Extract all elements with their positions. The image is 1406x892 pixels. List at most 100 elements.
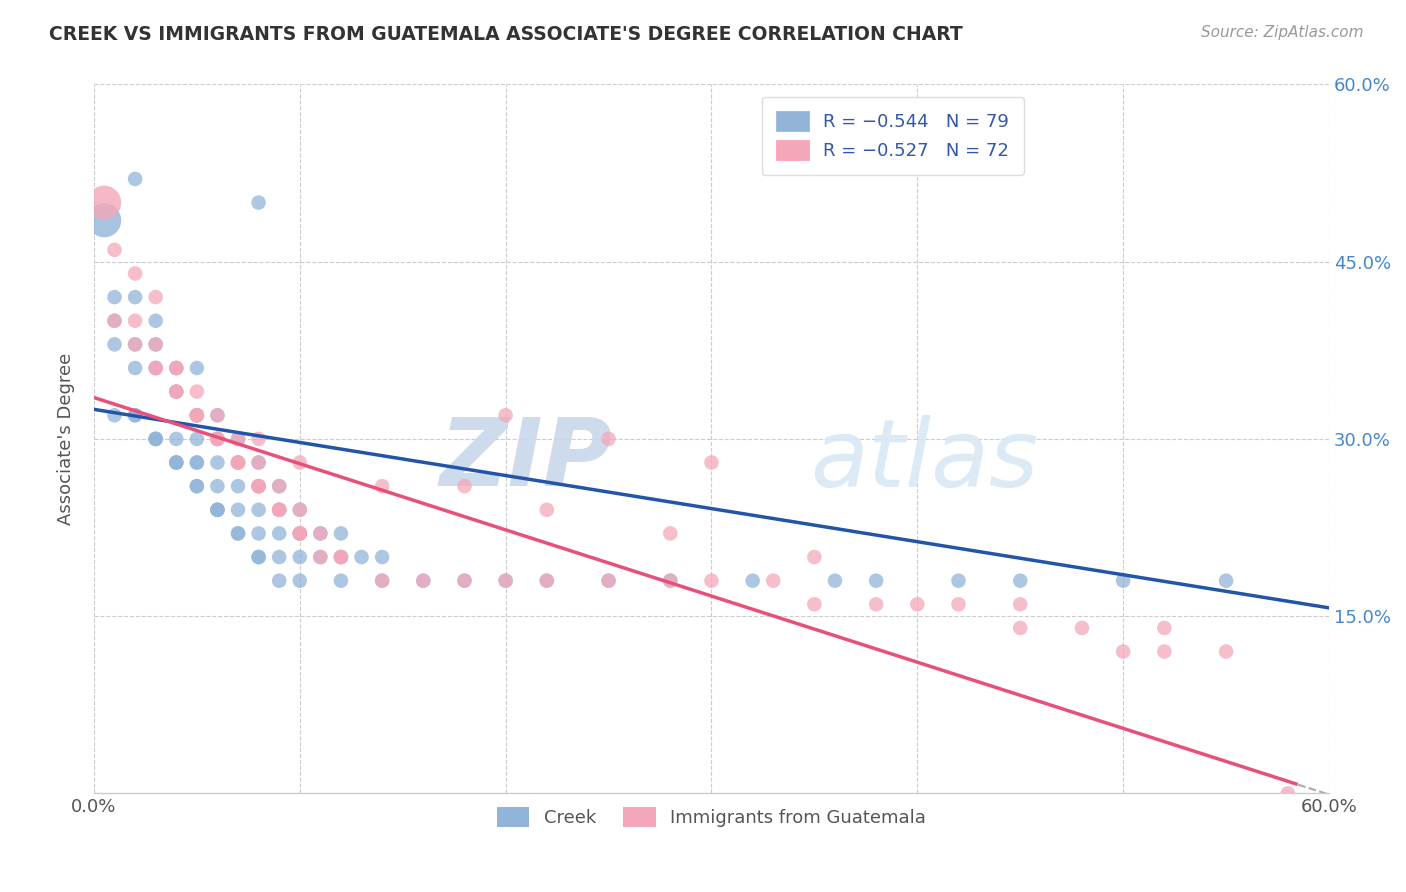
Point	[1010, 574, 1032, 588]
Point	[1277, 786, 1299, 800]
Point	[536, 503, 558, 517]
Point	[103, 409, 125, 423]
Point	[1153, 621, 1175, 635]
Point	[226, 456, 249, 470]
Point	[145, 314, 167, 328]
Point	[598, 432, 620, 446]
Point	[145, 432, 167, 446]
Point	[762, 574, 785, 588]
Point	[269, 503, 291, 517]
Point	[453, 574, 475, 588]
Point	[269, 526, 291, 541]
Point	[207, 479, 229, 493]
Point	[905, 597, 928, 611]
Point	[598, 574, 620, 588]
Point	[226, 432, 249, 446]
Point	[186, 479, 208, 493]
Point	[824, 574, 846, 588]
Point	[288, 549, 311, 564]
Point	[288, 503, 311, 517]
Point	[269, 503, 291, 517]
Point	[948, 574, 970, 588]
Point	[165, 456, 187, 470]
Point	[165, 361, 187, 376]
Point	[536, 574, 558, 588]
Point	[288, 526, 311, 541]
Point	[453, 479, 475, 493]
Point	[186, 409, 208, 423]
Point	[207, 409, 229, 423]
Point	[207, 409, 229, 423]
Point	[288, 526, 311, 541]
Point	[207, 456, 229, 470]
Point	[247, 432, 270, 446]
Point	[226, 456, 249, 470]
Point	[226, 526, 249, 541]
Point	[186, 432, 208, 446]
Point	[247, 549, 270, 564]
Point	[247, 195, 270, 210]
Point	[1071, 621, 1094, 635]
Point	[1215, 574, 1237, 588]
Point	[329, 526, 352, 541]
Point	[1153, 644, 1175, 658]
Point	[1010, 621, 1032, 635]
Point	[145, 432, 167, 446]
Point	[186, 479, 208, 493]
Point	[288, 456, 311, 470]
Point	[247, 479, 270, 493]
Point	[165, 456, 187, 470]
Point	[659, 574, 682, 588]
Point	[1112, 574, 1135, 588]
Point	[124, 267, 146, 281]
Point	[659, 526, 682, 541]
Point	[124, 409, 146, 423]
Point	[207, 432, 229, 446]
Point	[247, 526, 270, 541]
Point	[269, 503, 291, 517]
Point	[93, 213, 115, 227]
Point	[1112, 644, 1135, 658]
Point	[495, 409, 517, 423]
Point	[207, 432, 229, 446]
Point	[247, 549, 270, 564]
Point	[412, 574, 434, 588]
Point	[247, 503, 270, 517]
Point	[186, 409, 208, 423]
Point	[226, 479, 249, 493]
Point	[93, 195, 115, 210]
Point	[165, 384, 187, 399]
Point	[124, 409, 146, 423]
Point	[948, 597, 970, 611]
Point	[309, 549, 332, 564]
Point	[165, 384, 187, 399]
Point	[269, 574, 291, 588]
Point	[329, 574, 352, 588]
Point	[865, 574, 887, 588]
Point	[247, 479, 270, 493]
Point	[145, 290, 167, 304]
Point	[226, 456, 249, 470]
Point	[453, 574, 475, 588]
Point	[536, 574, 558, 588]
Point	[226, 456, 249, 470]
Point	[103, 290, 125, 304]
Point	[288, 503, 311, 517]
Text: ZIP: ZIP	[440, 414, 613, 506]
Point	[412, 574, 434, 588]
Point	[103, 243, 125, 257]
Point	[124, 337, 146, 351]
Point	[165, 432, 187, 446]
Point	[598, 574, 620, 588]
Point	[207, 503, 229, 517]
Point	[186, 409, 208, 423]
Point	[269, 479, 291, 493]
Point	[186, 456, 208, 470]
Point	[329, 549, 352, 564]
Point	[103, 314, 125, 328]
Point	[1010, 597, 1032, 611]
Y-axis label: Associate's Degree: Associate's Degree	[58, 352, 75, 525]
Point	[186, 384, 208, 399]
Point	[371, 574, 394, 588]
Point	[226, 432, 249, 446]
